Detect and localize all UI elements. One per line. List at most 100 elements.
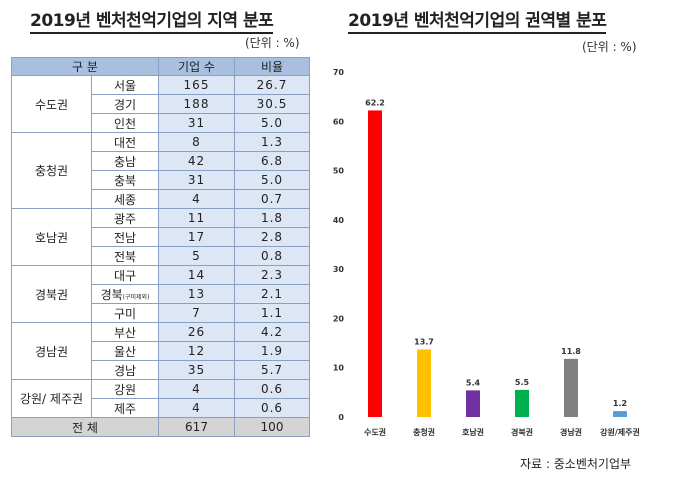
city-name: 인천 [113,116,137,131]
city-cell: 충남 [91,151,159,171]
left-unit-label: (단위 : %) [245,36,300,50]
city-cell: 전남 [91,227,159,247]
city-cell: 강원 [91,379,159,399]
table-row: 경기 188 30.5 [12,94,310,114]
city-name: 제주 [113,401,137,416]
ratio-cell: 0.6 [234,379,310,399]
city-cell: 경북(구미제외) [91,284,159,304]
count-cell: 11 [158,208,235,228]
x-category-label: 경북권 [511,427,533,437]
x-category-label: 수도권 [364,427,386,437]
x-category-label: 강원/제주권 [600,427,640,437]
city-cell: 경기 [91,94,159,114]
city-cell: 대전 [91,132,159,152]
count-cell: 17 [158,227,235,247]
bar-value-label: 11.8 [561,347,581,356]
header-ratio: 비율 [234,57,310,76]
city-cell: 세종 [91,189,159,209]
bar [613,411,627,417]
table-row: 충북 31 5.0 [12,170,310,190]
table-row: 세종 4 0.7 [12,189,310,209]
city-name: 경남 [113,363,137,378]
table-row: 제주 4 0.6 [12,398,310,418]
x-category-label: 충청권 [413,427,435,437]
header-count: 기업 수 [158,57,235,76]
ratio-cell: 5.0 [234,170,310,190]
table-row: 구미 7 1.1 [12,303,310,323]
count-cell: 5 [158,246,235,266]
count-cell: 31 [158,113,235,133]
count-cell: 4 [158,189,235,209]
city-name: 구미 [113,306,137,321]
city-name: 부산 [113,325,137,340]
table-row: 수도권 서울 165 26.7 [11,75,310,133]
count-cell: 13 [158,284,235,304]
bar-value-label: 5.4 [466,378,481,387]
table-row: 경남권 부산 26 4.2 [11,322,310,380]
city-name: 충북 [113,173,137,188]
city-name: 경북 [100,287,123,302]
right-unit-label: (단위 : %) [582,40,637,54]
city-cell: 제주 [91,398,159,418]
count-cell: 31 [158,170,235,190]
ratio-cell: 26.7 [234,75,310,95]
region-bar-chart: 0 10 20 30 40 50 60 70 62.2 수도권 13.7 충청권 5.4 호남권 5.5 경북… [333,68,640,437]
total-ratio: 100 [234,417,310,437]
total-count: 617 [158,417,235,437]
city-name: 충남 [113,154,137,169]
table-row: 충청권 대전 8 1.3 [11,132,310,209]
region-group-cell: 경남권 [11,322,92,380]
city-name: 경기 [113,97,137,112]
count-cell: 8 [158,132,235,152]
city-cell: 광주 [91,208,159,228]
city-name: 전북 [113,249,137,264]
count-cell: 188 [158,94,235,114]
table-row: 전남 17 2.8 [12,227,310,247]
table-body: 수도권 서울 165 26.7 경기 188 30.5 인천 31 5.0 충청권 대전 8 1.3 충남 4… [11,75,310,437]
y-tick-label: 10 [333,364,345,373]
bar [466,390,480,417]
region-group-cell: 충청권 [11,132,92,209]
ratio-cell: 4.2 [234,322,310,342]
bar [417,349,431,417]
y-tick-label: 60 [333,117,345,126]
city-name: 세종 [113,192,137,207]
city-cell: 인천 [91,113,159,133]
ratio-cell: 0.8 [234,246,310,266]
city-name: 전남 [113,230,137,245]
city-note: (구미제외) [122,293,150,301]
y-tick-label: 70 [333,68,345,77]
region-group-cell: 강원/ 제주권 [11,379,92,418]
ratio-cell: 5.0 [234,113,310,133]
right-title: 2019년 벤처천억기업의 권역별 분포 [348,6,607,34]
city-cell: 충북 [91,170,159,190]
table-row: 울산 12 1.9 [12,341,310,361]
ratio-cell: 6.8 [234,151,310,171]
region-distribution-table: 구 분 기업 수 비율 수도권 서울 165 26.7 경기 188 30.5 인천 31 5.0… [11,57,310,437]
ratio-cell: 2.3 [234,265,310,285]
count-cell: 4 [158,398,235,418]
source-note: 자료 : 중소벤처기업부 [520,457,632,471]
city-name: 서울 [113,78,137,93]
y-tick-label: 30 [333,265,345,274]
ratio-cell: 1.1 [234,303,310,323]
ratio-cell: 1.9 [234,341,310,361]
city-name: 광주 [113,211,137,226]
table-row: 전북 5 0.8 [12,246,310,266]
ratio-cell: 2.1 [234,284,310,304]
y-tick-label: 20 [333,314,345,323]
table-row: 경북(구미제외) 13 2.1 [12,284,310,304]
city-cell: 전북 [91,246,159,266]
table-row: 경북권 대구 14 2.3 [11,265,310,323]
bar-value-label: 62.2 [365,98,385,107]
y-tick-label: 50 [333,167,345,176]
ratio-cell: 0.6 [234,398,310,418]
city-cell: 부산 [91,322,159,342]
bar [515,389,529,417]
city-cell: 구미 [91,303,159,323]
table-row: 경남 35 5.7 [12,360,310,380]
table-row: 인천 31 5.0 [12,113,310,133]
x-category-label: 경남권 [560,427,582,437]
city-cell: 서울 [91,75,159,95]
y-tick-label: 0 [338,413,344,422]
